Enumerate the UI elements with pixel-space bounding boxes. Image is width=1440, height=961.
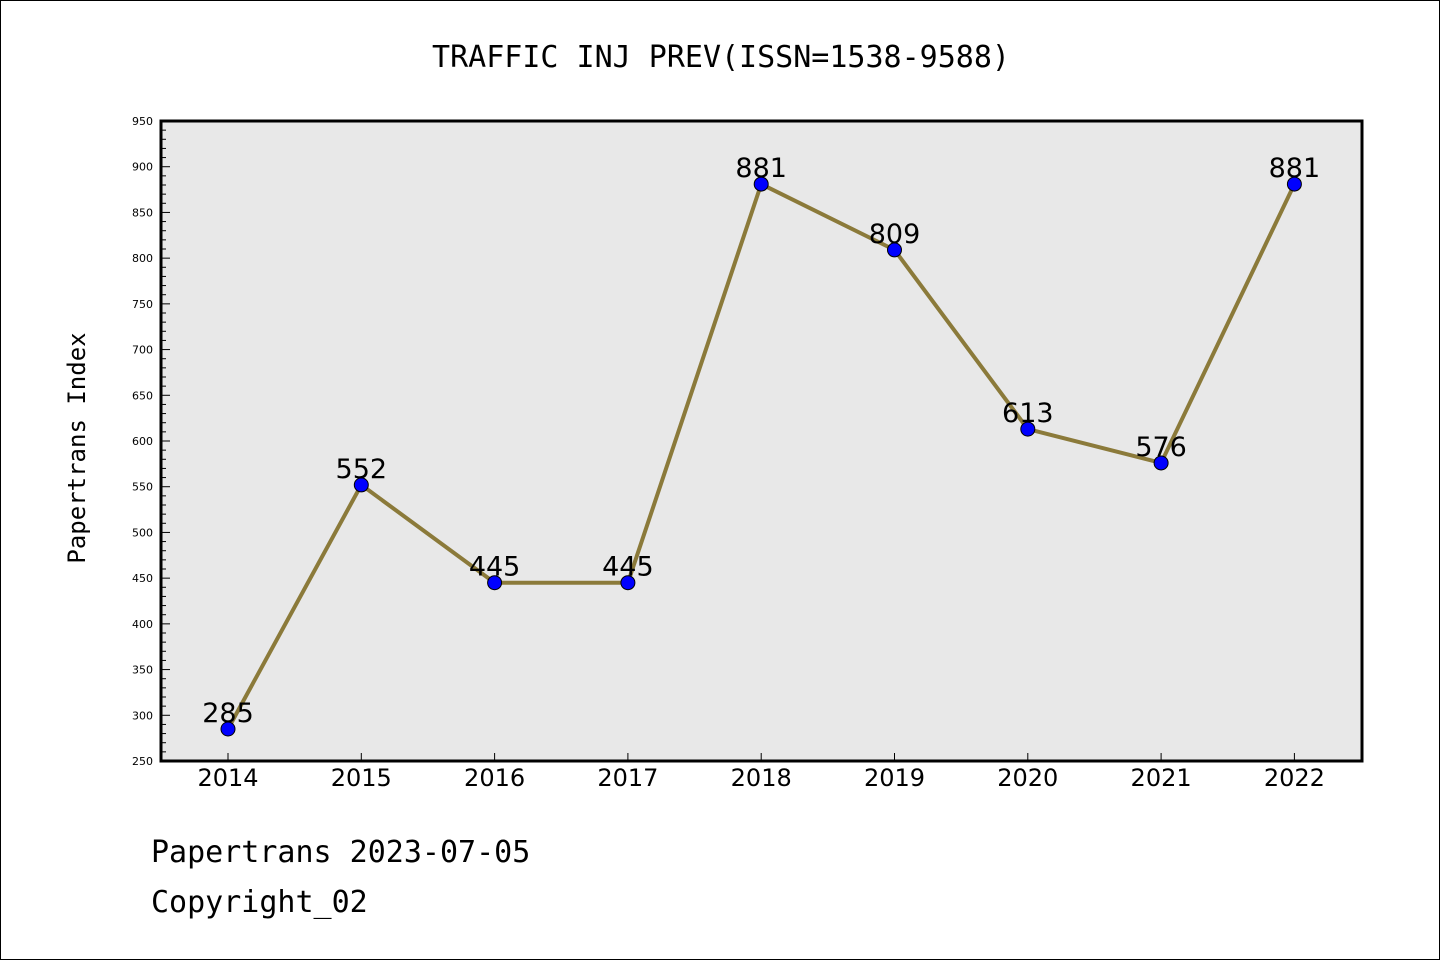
y-axis-label: Papertrans Index [63,332,91,563]
data-label: 576 [1135,432,1187,463]
data-label: 809 [869,219,921,250]
data-point [487,575,503,591]
y-tick-label: 300 [132,709,153,722]
data-label: 881 [1269,153,1321,184]
y-axis: 250 300 350 400 450 500 550 600 650 700 750 800 850 9… [132,115,170,768]
data-label: 445 [469,552,521,583]
y-tick-label: 750 [132,298,153,311]
y-tick-label: 450 [132,572,153,585]
y-tick-label: 950 [132,115,153,128]
x-axis: 2014 2015 2016 2017 2018 2019 2020 2021 2022 [197,753,1325,792]
plot-area [159,119,1364,763]
data-point [353,477,369,493]
data-label: 881 [735,153,787,184]
y-tick-label: 900 [132,161,153,174]
y-tick-label: 600 [132,435,153,448]
y-tick-label: 500 [132,526,153,539]
footer-date-text: Papertrans 2023-07-05 [151,835,531,870]
x-tick-label: 2017 [597,764,658,792]
y-tick-label: 700 [132,344,153,357]
data-point [620,575,636,591]
y-tick-label: 350 [132,664,153,677]
x-tick-label: 2014 [197,764,258,792]
footer-copyright-text: Copyright_02 [151,885,368,920]
x-tick-label: 2021 [1131,764,1192,792]
data-label: 445 [602,552,654,583]
y-tick-label: 650 [132,389,153,402]
data-point [753,176,769,192]
y-tick-label: 550 [132,481,153,494]
data-label: 285 [202,698,254,729]
data-point [887,242,902,258]
data-point [220,721,236,737]
data-point [1153,455,1169,471]
data-point [1020,421,1036,437]
data-label: 552 [336,454,388,485]
x-tick-label: 2019 [864,764,925,792]
chart-title: TRAFFIC INJ PREV(ISSN=1538-9588) [432,40,1010,75]
y-tick-label: 800 [132,252,153,265]
y-tick-label: 850 [132,206,153,219]
data-label: 613 [1002,398,1054,429]
x-tick-label: 2016 [464,764,525,792]
x-tick-label: 2015 [331,764,392,792]
y-tick-label: 400 [132,618,153,631]
x-tick-label: 2022 [1264,764,1325,792]
x-tick-label: 2018 [731,764,792,792]
x-tick-label: 2020 [997,764,1058,792]
series-layer: 285 552 445 445 881 809 613 576 881 [202,153,1321,737]
y-tick-label: 250 [132,755,153,768]
data-point [1286,176,1302,192]
